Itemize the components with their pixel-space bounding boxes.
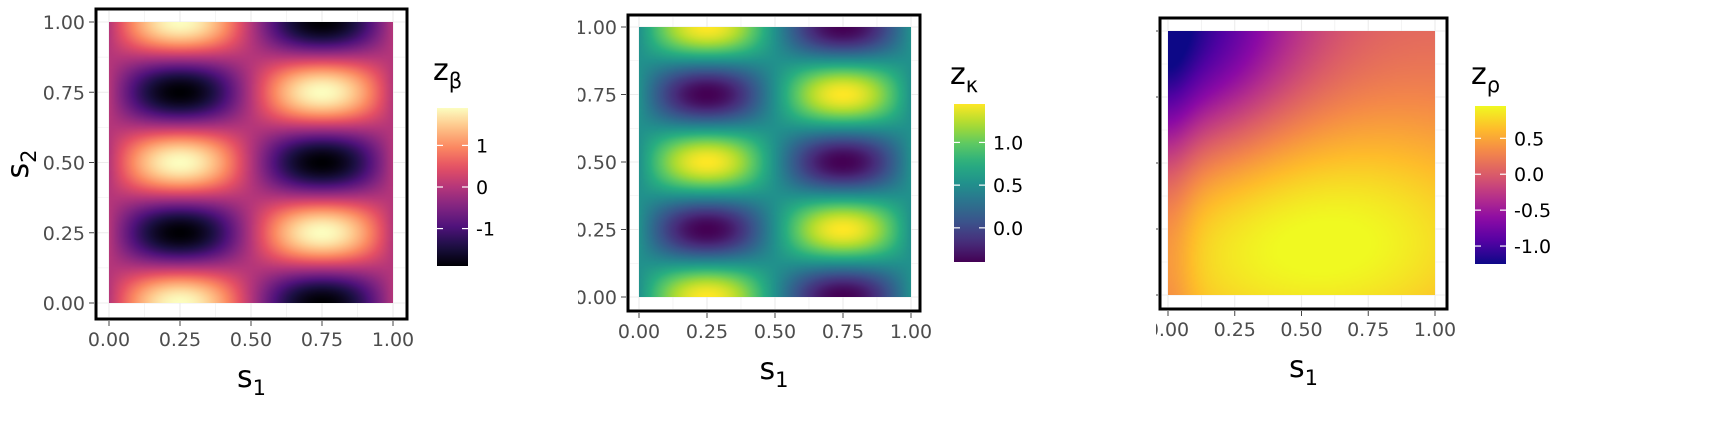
plot-frame <box>626 13 922 313</box>
panel-z-kappa: 0.00 0.25 0.50 0.75 1.00 0.00 0.25 0.50 0.75 1.00… <box>533 0 1156 427</box>
plot-frame <box>94 7 409 321</box>
legend-tick-label: 0.5 <box>993 175 1023 197</box>
x-axis-label-sub: 1 <box>253 376 266 400</box>
y-tick-label: 0.25 <box>578 220 617 242</box>
legend-colorbar <box>1475 106 1506 264</box>
x-tick-label: 1.00 <box>890 321 932 343</box>
x-axis-label-sub: 1 <box>775 368 788 392</box>
x-tick-label: 0.00 <box>88 329 130 351</box>
plot-frame <box>1158 16 1449 311</box>
x-axis-label-main: s <box>759 352 775 387</box>
x-tick-label: 0.25 <box>686 321 728 343</box>
y-axis-label-sub: 2 <box>17 149 41 162</box>
legend-title-main: z <box>950 57 966 92</box>
y-tick-label: 0.50 <box>578 152 617 174</box>
legend-title-main: z <box>1471 57 1487 92</box>
legend-tick-label: -1.0 <box>1514 236 1551 258</box>
legend-title-main: z <box>433 53 449 88</box>
x-tick-label: 0.50 <box>230 329 272 351</box>
panel-z-rho: 0.000.250.500.751.000.000.250.500.751.00… <box>1065 0 1735 427</box>
legend-tick-label: -0.5 <box>1514 200 1551 222</box>
legend-title: zρ <box>1471 57 1500 97</box>
legend-tick-label: 0.0 <box>1514 164 1544 186</box>
legend-colorbar <box>954 104 985 262</box>
legend-title-sub: κ <box>966 73 978 97</box>
heatmap-raster <box>109 22 393 303</box>
y-tick-label: 1.00 <box>43 12 85 34</box>
x-axis-label: s1 <box>237 360 266 400</box>
legend-title-sub: β <box>449 69 462 93</box>
x-tick-label: 0.50 <box>754 321 796 343</box>
legend-tick-label: 0 <box>476 177 488 199</box>
x-tick-label: 0.50 <box>1280 319 1322 341</box>
x-tick-label: 0.75 <box>301 329 343 351</box>
panel-z-beta: 0.00 0.25 0.50 0.75 1.00 0.00 0.25 0.50 0.75 1.00… <box>0 0 578 427</box>
y-tick-label: 0.25 <box>43 223 85 245</box>
x-axis-label: s1 <box>759 352 788 392</box>
y-tick-label: 0.00 <box>43 293 85 315</box>
y-axis-label: s2 <box>1 149 41 178</box>
x-tick-label: 0.75 <box>822 321 864 343</box>
heatmap-raster <box>639 27 911 297</box>
legend-tick-label: 0.5 <box>1514 128 1544 150</box>
heatmap-raster <box>1168 31 1435 295</box>
legend-title-sub: ρ <box>1487 73 1500 97</box>
legend-title: zκ <box>950 57 978 97</box>
x-tick-label: 0.75 <box>1347 319 1389 341</box>
y-tick-label: 0.50 <box>43 153 85 175</box>
x-axis-label-main: s <box>237 360 253 395</box>
y-tick-label: 0.75 <box>43 82 85 104</box>
x-axis-label-sub: 1 <box>1305 366 1318 390</box>
legend-title: zβ <box>433 53 462 93</box>
x-tick-label: 0.25 <box>1214 319 1256 341</box>
heatmap-chart-z-rho: 0.000.250.500.751.000.000.250.500.751.00… <box>1065 16 1551 390</box>
legend-tick-label: 0.0 <box>993 218 1023 240</box>
y-tick-label: 1.00 <box>578 17 617 39</box>
heatmap-chart-z-beta: 0.00 0.25 0.50 0.75 1.00 0.00 0.25 0.50 0.75 1.00… <box>1 7 495 400</box>
x-tick-label: 0.00 <box>618 321 660 343</box>
legend-tick-label: 1.0 <box>993 132 1023 154</box>
legend-tick-label: 1 <box>476 135 488 157</box>
x-tick-label: 0.00 <box>1156 319 1189 341</box>
x-tick-label: 1.00 <box>1414 319 1456 341</box>
y-axis-label-main: s <box>1 163 36 179</box>
heatmap-chart-z-kappa: 0.00 0.25 0.50 0.75 1.000.000.250.500.751.00… <box>533 13 1023 392</box>
legend-tick-label: -1 <box>476 219 495 241</box>
x-tick-label: 0.25 <box>159 329 201 351</box>
x-axis-label: s1 <box>1289 350 1318 390</box>
x-axis-label-main: s <box>1289 350 1305 385</box>
x-tick-label: 1.00 <box>372 329 414 351</box>
y-tick-label: 0.75 <box>578 85 617 107</box>
y-tick-label: 0.00 <box>578 287 617 309</box>
